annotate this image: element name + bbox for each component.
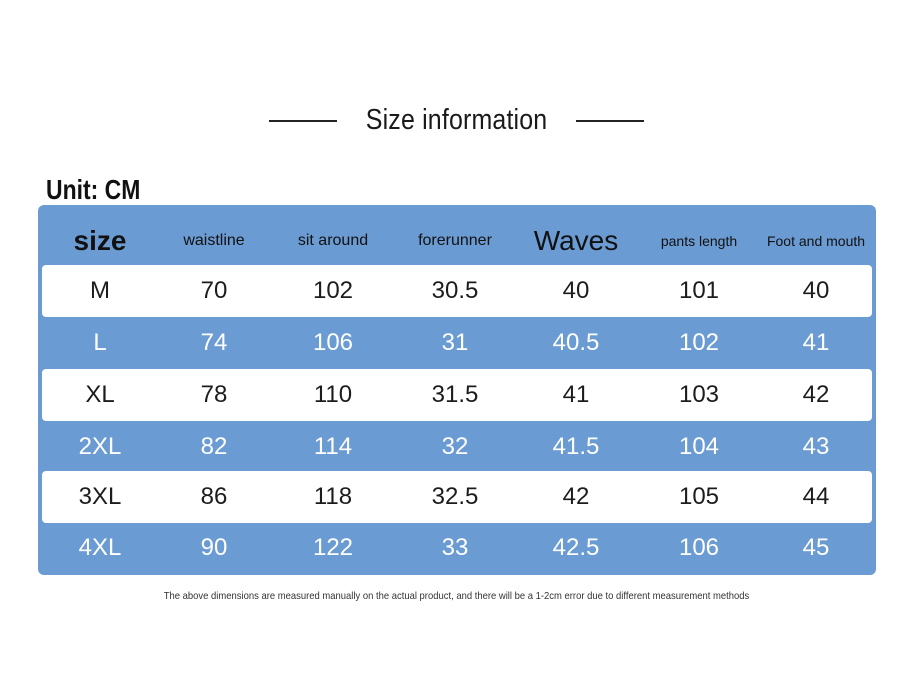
cell-waves: 41.5 bbox=[552, 433, 600, 461]
table-row: 4XL 90 122 33 42.5 106 45 bbox=[42, 522, 872, 574]
cell-waves: 40.5 bbox=[552, 329, 600, 357]
cell-foot-and-mouth: 41 bbox=[802, 329, 830, 357]
cell-foot-and-mouth: 44 bbox=[802, 483, 830, 511]
cell-forerunner: 32.5 bbox=[431, 483, 479, 511]
cell-foot-and-mouth: 43 bbox=[802, 433, 830, 461]
cell-forerunner: 32 bbox=[441, 433, 469, 461]
title-line-left bbox=[268, 119, 337, 122]
cell-waistline: 70 bbox=[200, 277, 228, 305]
cell-size: M bbox=[90, 277, 110, 305]
cell-waves: 42 bbox=[562, 483, 590, 511]
cell-forerunner: 33 bbox=[441, 534, 469, 562]
cell-sit-around: 110 bbox=[313, 381, 353, 409]
cell-foot-and-mouth: 42 bbox=[802, 381, 830, 409]
cell-sit-around: 118 bbox=[313, 483, 353, 511]
page-title: Size information bbox=[365, 104, 548, 136]
header-size: size bbox=[73, 224, 127, 256]
header-foot-and-mouth: Foot and mouth bbox=[766, 232, 866, 249]
cell-pants-length: 105 bbox=[678, 483, 720, 511]
measurement-footnote: The above dimensions are measured manual… bbox=[163, 590, 750, 602]
cell-waistline: 78 bbox=[200, 381, 228, 409]
header-waistline: waistline bbox=[183, 231, 245, 249]
cell-foot-and-mouth: 40 bbox=[802, 277, 830, 305]
cell-forerunner: 30.5 bbox=[431, 277, 479, 305]
title-bar: Size information bbox=[0, 104, 913, 137]
table-row: M 70 102 30.5 40 101 40 bbox=[42, 265, 872, 317]
table-row: XL 78 110 31.5 41 103 42 bbox=[42, 369, 872, 421]
cell-waistline: 90 bbox=[200, 534, 228, 562]
cell-sit-around: 122 bbox=[312, 534, 354, 562]
cell-pants-length: 106 bbox=[678, 534, 720, 562]
table-row: L 74 106 31 40.5 102 41 bbox=[42, 317, 872, 369]
cell-sit-around: 114 bbox=[313, 433, 353, 461]
cell-size: 2XL bbox=[78, 433, 122, 461]
header-sit-around: sit around bbox=[297, 231, 369, 249]
cell-waves: 40 bbox=[562, 277, 590, 305]
cell-size: 4XL bbox=[78, 534, 122, 562]
cell-size: 3XL bbox=[78, 483, 122, 511]
cell-forerunner: 31 bbox=[441, 329, 469, 357]
table-row: 2XL 82 114 32 41.5 104 43 bbox=[42, 421, 872, 473]
table-header: size waistline sit around forerunner Wav… bbox=[42, 213, 872, 269]
unit-label: Unit: CM bbox=[46, 174, 141, 205]
cell-size: XL bbox=[85, 381, 115, 409]
cell-waves: 42.5 bbox=[552, 534, 600, 562]
cell-waves: 41 bbox=[562, 381, 590, 409]
cell-sit-around: 106 bbox=[312, 329, 354, 357]
cell-pants-length: 102 bbox=[678, 329, 720, 357]
header-waves: Waves bbox=[533, 224, 619, 256]
cell-pants-length: 103 bbox=[678, 381, 720, 409]
size-table: size waistline sit around forerunner Wav… bbox=[38, 205, 876, 575]
header-pants-length: pants length bbox=[660, 232, 738, 249]
cell-forerunner: 31.5 bbox=[431, 381, 479, 409]
cell-waistline: 82 bbox=[200, 433, 228, 461]
cell-waistline: 74 bbox=[200, 329, 228, 357]
cell-sit-around: 102 bbox=[312, 277, 354, 305]
cell-size: L bbox=[93, 329, 107, 357]
table-row: 3XL 86 118 32.5 42 105 44 bbox=[42, 471, 872, 523]
cell-pants-length: 101 bbox=[678, 277, 720, 305]
cell-waistline: 86 bbox=[200, 483, 228, 511]
cell-foot-and-mouth: 45 bbox=[802, 534, 830, 562]
title-line-right bbox=[576, 119, 645, 122]
cell-pants-length: 104 bbox=[678, 433, 720, 461]
header-forerunner: forerunner bbox=[418, 231, 492, 249]
